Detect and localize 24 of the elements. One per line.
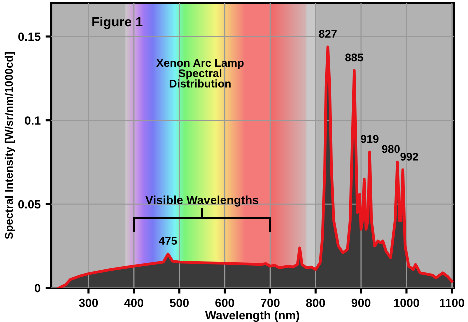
y-tick-label: 0.05 <box>18 200 41 209</box>
x-tick-label: 600 <box>216 298 234 308</box>
y-axis-title: Spectral Intensity [W/sr/nm/1000cd] <box>4 52 16 240</box>
x-tick-label: 700 <box>261 298 280 308</box>
annotation: Figure 1 <box>92 16 143 30</box>
x-tick-label: 1100 <box>440 298 464 308</box>
x-tick-label: 300 <box>79 298 98 308</box>
annotation: 992 <box>400 153 418 161</box>
annotation: Xenon Arc Lamp Spectral Distribution <box>156 59 244 88</box>
x-tick-label: 900 <box>352 298 371 308</box>
x-tick-label: 400 <box>124 298 144 308</box>
annotation: 827 <box>319 30 337 38</box>
y-tick-label: 0.1 <box>25 116 41 125</box>
band-label: Visible Wavelengths <box>146 196 259 207</box>
annotation: 980 <box>382 145 400 154</box>
x-axis-title: Wavelength (nm) <box>205 311 300 322</box>
y-tick-label: 0.15 <box>18 32 41 42</box>
y-tick-label: 0 <box>34 284 41 293</box>
annotation: 475 <box>159 237 178 246</box>
x-tick-label: 500 <box>170 298 189 308</box>
annotation: 885 <box>346 54 364 62</box>
x-tick-label: 800 <box>306 298 326 308</box>
x-tick-label: 1000 <box>394 298 420 308</box>
annotation: 919 <box>361 135 379 144</box>
